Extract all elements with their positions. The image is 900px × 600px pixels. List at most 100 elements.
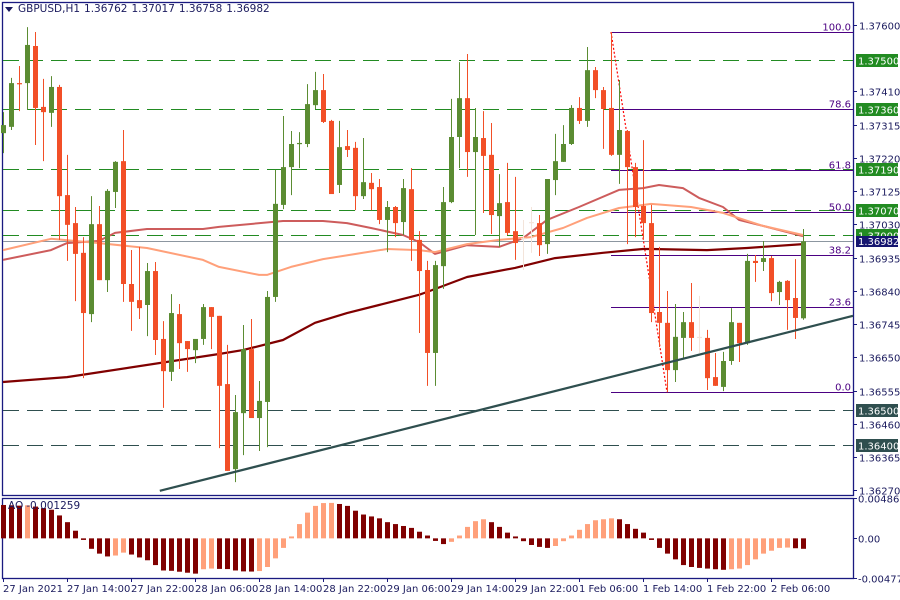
fib-swing-line[interactable] [610,31,668,393]
ao-bar [361,514,366,539]
candle [345,130,350,157]
candle-body [697,336,702,339]
price-tick-label: 1.36555 [859,388,900,399]
current-price-label: 1.36982 [858,237,899,248]
candle [521,219,526,270]
candle [737,322,742,363]
time-tick-label: 1 Feb 06:00 [579,584,638,595]
candle-body [705,337,710,379]
candle [769,256,774,302]
candle-body [73,223,78,254]
candle [121,130,126,302]
price-level-labels: 1.375001.373601.371901.370701.370001.365… [856,54,899,453]
ao-bar [529,538,534,545]
ao-bar [265,538,270,567]
time-tick-label: 27 Jan 2021 [3,584,63,595]
candle-body [553,161,558,181]
candle-body [385,207,390,220]
triangle-down-icon[interactable] [5,6,13,12]
ao-bar [681,538,686,566]
ao-bar [697,538,702,568]
ao-tick-label: 0.00 [858,535,880,546]
candle-body [617,130,622,155]
candle-body [689,322,694,338]
candle [97,205,102,281]
ao-bar [105,538,110,557]
candle [33,32,38,146]
candle [777,280,782,305]
time-tick-label: 29 Jan 14:00 [451,584,514,595]
candle-body [601,90,606,109]
candle-body [153,271,158,340]
ao-bar [425,535,430,539]
candle [481,111,486,213]
ao-bar [393,524,398,539]
candle [577,97,582,125]
candle-body [593,70,598,91]
level-price-label: 1.36400 [858,442,899,453]
candle-body [217,315,222,386]
ao-bar [753,538,758,560]
candle-body [177,314,182,344]
candle [561,125,566,162]
ohlc-open: 1.36762 [84,3,128,15]
ao-bar [89,538,94,549]
moving-average-ma-mid [2,184,804,261]
candle-body [353,147,358,197]
fib-level-label: 100.0 [822,23,851,34]
candle [681,312,686,358]
time-tick-label: 2 Feb 06:00 [771,584,830,595]
candle-body [65,195,70,225]
candle-body [425,270,430,353]
candle [49,76,54,127]
candle [185,341,190,372]
candle [745,253,750,345]
candle-body [313,90,318,106]
candle [25,27,30,111]
level-price-label: 1.37190 [858,166,899,177]
candle-body [49,86,54,113]
trendline[interactable] [159,314,854,492]
ao-bar [729,538,734,570]
candle [17,65,22,112]
trendline-group[interactable] [159,314,854,492]
candle-body [169,313,174,372]
ao-bar [649,538,654,540]
horizontal-levels [3,60,853,446]
ao-bar [673,538,678,560]
ao-bar [73,530,78,539]
ao-bar [273,538,278,559]
candle [497,174,502,247]
main-panel-border [1,1,855,497]
ao-bar [545,538,550,548]
candle [585,47,590,127]
price-tick-label: 1.36745 [859,321,900,332]
candle-body [513,231,518,244]
candle-body [777,281,782,293]
ao-bar [665,538,670,554]
candle-body [673,336,678,371]
candle [625,130,630,245]
ao-bar [657,538,662,548]
candle [513,176,518,260]
candle [361,138,366,199]
candle-body [17,83,22,85]
candle [113,161,118,209]
candle [161,321,166,408]
candle-body [361,182,366,197]
candle-body [665,322,670,371]
candle-body [345,146,350,150]
candle [449,98,454,204]
candle [505,162,510,235]
candle-body [801,241,806,319]
candle [529,207,534,253]
ao-bar [513,536,518,539]
candle-body [249,349,254,419]
candle [1,112,6,154]
candle-body [657,312,662,323]
ao-bar [481,519,486,539]
ao-bar [577,529,582,539]
candle-body [505,202,510,233]
candlesticks [1,27,806,483]
